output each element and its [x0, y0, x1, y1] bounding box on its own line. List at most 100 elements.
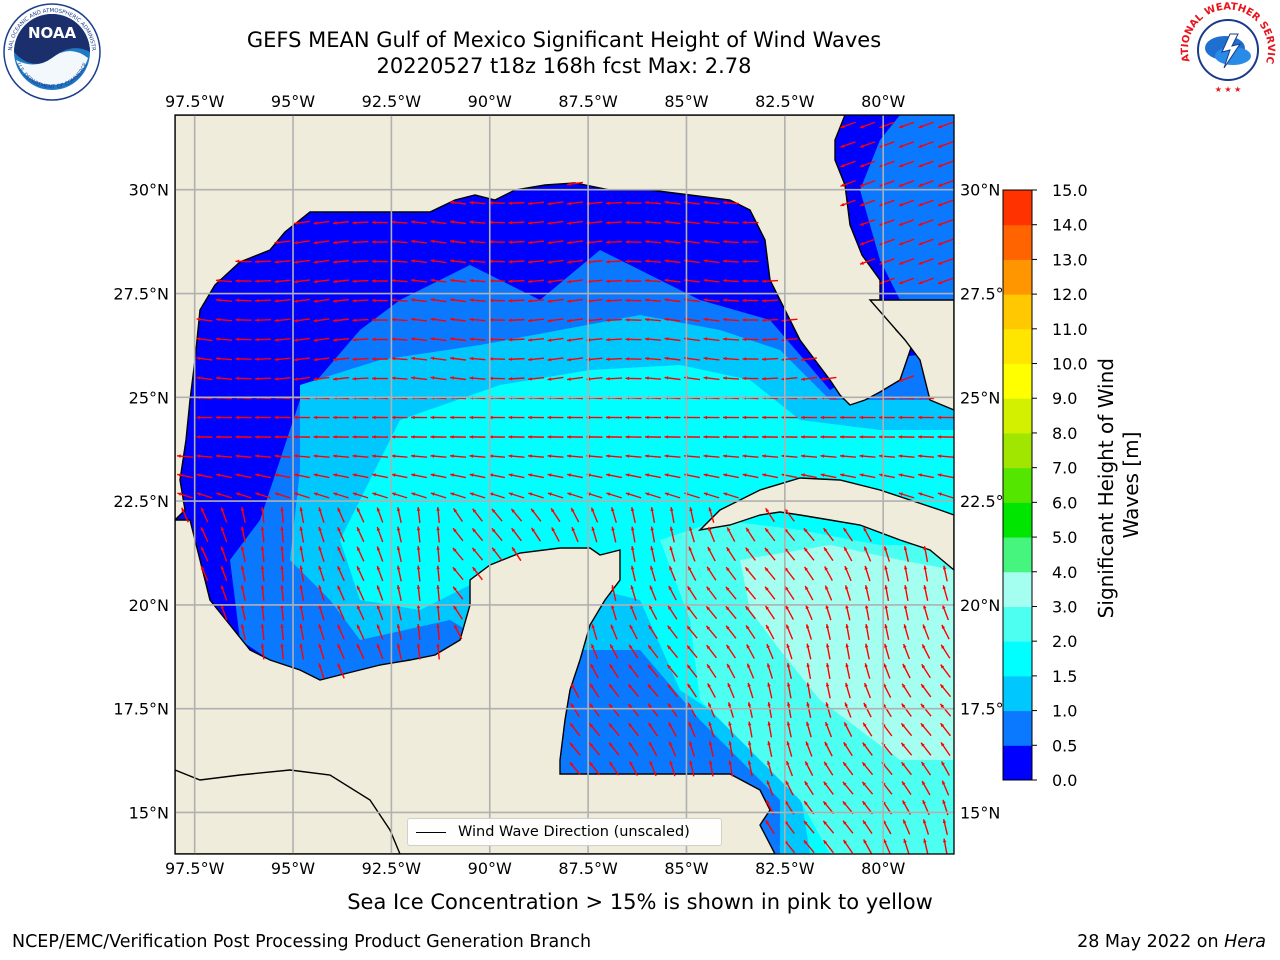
wave-arrowhead — [352, 415, 357, 420]
wave-arrowhead — [333, 338, 337, 342]
wave-arrowhead — [767, 741, 771, 746]
wave-arrowhead — [528, 260, 532, 264]
lon-label-top: 90°W — [468, 92, 512, 111]
wave-arrowhead — [803, 528, 808, 533]
wave-arrowhead — [450, 220, 454, 224]
wave-arrowhead — [625, 415, 630, 420]
wave-arrowhead — [547, 221, 552, 225]
wave-arrowhead — [472, 567, 477, 572]
colorbar-segment — [1003, 571, 1032, 607]
wave-arrowhead — [294, 318, 298, 323]
colorbar-segment — [1003, 363, 1032, 399]
wave-arrowhead — [396, 526, 401, 531]
wave-arrowhead — [436, 507, 440, 511]
wave-arrowhead — [274, 415, 279, 420]
wave-arrowhead — [606, 298, 610, 303]
wave-arrowhead — [725, 606, 730, 611]
wave-arrowhead — [863, 839, 867, 844]
wave-arrowhead — [723, 317, 727, 322]
wave-arrowhead — [863, 702, 868, 707]
wave-arrowhead — [843, 839, 847, 844]
wave-arrowhead — [902, 683, 906, 688]
wave-arrowhead — [450, 376, 454, 380]
wave-arrowhead — [767, 721, 771, 726]
wave-arrowhead — [528, 338, 532, 342]
wave-arrowhead — [220, 546, 225, 551]
wave-arrowhead — [762, 415, 766, 420]
lat-label-left: 22.5°N — [113, 492, 169, 511]
wave-arrowhead — [649, 585, 653, 590]
wave-arrowhead — [918, 415, 922, 420]
wave-arrowhead — [840, 183, 845, 187]
wave-arrowhead — [625, 298, 630, 303]
wave-arrowhead — [591, 644, 595, 649]
wave-arrowhead — [823, 820, 828, 825]
wave-arrowhead — [469, 220, 474, 224]
wave-arrowhead — [528, 299, 532, 303]
wave-arrowhead — [318, 565, 322, 570]
lat-label-right: 27.5°N — [960, 285, 1016, 304]
wave-arrowhead — [606, 473, 611, 477]
wave-arrowhead — [235, 473, 240, 477]
wave-arrowhead — [859, 241, 864, 246]
wave-arrowhead — [352, 357, 357, 361]
wave-arrowhead — [884, 546, 888, 551]
wave-arrowhead — [742, 454, 747, 458]
wave-arrowhead — [489, 298, 493, 303]
wave-arrowhead — [313, 221, 318, 225]
wave-arrowhead — [606, 318, 610, 322]
wave-arrowhead — [590, 663, 595, 668]
wave-arrowhead — [703, 200, 708, 205]
wave-arrowhead — [491, 508, 496, 513]
wave-arrowhead — [804, 781, 809, 786]
colorbar-segment — [1003, 224, 1032, 260]
wave-arrowhead — [391, 473, 396, 477]
wave-arrowhead — [411, 220, 415, 224]
wave-arrowhead — [551, 508, 555, 513]
wave-arrowhead — [430, 454, 435, 458]
wave-arrowhead — [177, 473, 182, 477]
wave-arrowhead — [765, 508, 770, 513]
wave-arrowhead — [391, 337, 396, 341]
wave-arrowhead — [337, 507, 341, 512]
wave-arrowhead — [450, 337, 454, 341]
wave-arrowhead — [606, 376, 610, 381]
wave-arrowhead — [318, 526, 322, 531]
wave-arrowhead — [628, 664, 633, 669]
wave-arrowhead — [318, 663, 322, 668]
wave-arrowhead — [786, 761, 790, 766]
wave-arrowhead — [842, 781, 847, 786]
wave-arrowhead — [436, 585, 440, 589]
wave-arrowhead — [430, 220, 435, 224]
wave-arrowhead — [255, 318, 259, 322]
wave-arrowhead — [376, 565, 381, 570]
wave-arrowhead — [235, 279, 240, 283]
wave-arrowhead — [745, 567, 750, 572]
wave-arrowhead — [508, 473, 513, 477]
wave-arrowhead — [625, 357, 630, 361]
wave-arrowhead — [337, 663, 341, 668]
wave-arrowhead — [942, 565, 947, 570]
lat-label-left: 17.5°N — [113, 700, 169, 719]
wave-arrowhead — [688, 702, 692, 707]
wave-arrowhead — [625, 201, 630, 205]
wave-arrowhead — [411, 415, 415, 420]
wave-arrowhead — [201, 507, 205, 512]
wave-arrowhead — [942, 799, 946, 804]
wave-arrowhead — [610, 644, 614, 649]
wave-arrowhead — [453, 586, 457, 591]
wave-arrowhead — [372, 492, 377, 496]
wave-arrowhead — [901, 742, 906, 747]
wave-arrowhead — [220, 604, 225, 609]
wave-arrowhead — [650, 507, 654, 511]
wave-arrowhead — [723, 415, 727, 420]
wave-arrowhead — [508, 415, 513, 420]
wave-arrowhead — [728, 721, 732, 726]
wave-arrowhead — [687, 683, 692, 688]
wave-arrowhead — [450, 473, 455, 477]
wave-arrowhead — [786, 682, 791, 687]
wave-arrowhead — [923, 838, 927, 843]
wave-arrowhead — [606, 279, 610, 283]
wave-arrowhead — [240, 507, 245, 512]
wave-arrowhead — [528, 377, 532, 381]
